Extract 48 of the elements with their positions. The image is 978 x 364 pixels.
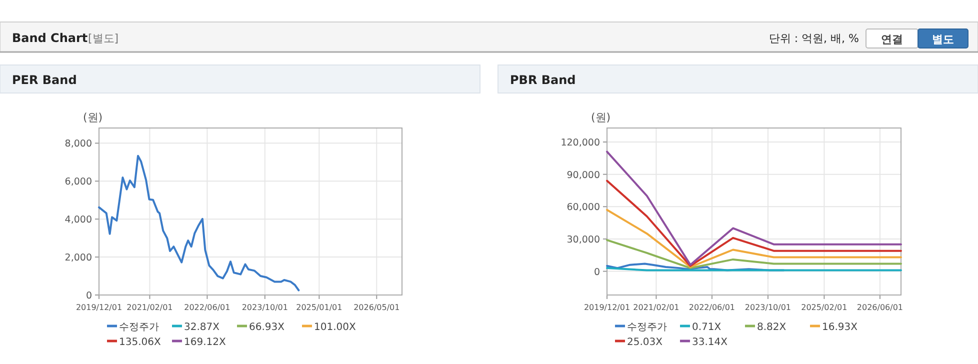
text: 연결 — [881, 33, 903, 46]
legend-label: 16.93X — [822, 322, 858, 333]
line-series — [606, 208, 902, 268]
y-tick-label: 30,000 — [566, 234, 600, 246]
x-tick-label: 2021/02/01 — [126, 303, 173, 312]
legend-label: 66.93X — [249, 322, 285, 333]
y-tick-label: 0 — [594, 266, 600, 278]
line-series — [98, 154, 300, 292]
line-series — [606, 150, 902, 266]
x-tick-label: 2023/10/01 — [242, 303, 288, 312]
y-tick-label: 60,000 — [566, 202, 600, 214]
text: Band Chart — [12, 31, 88, 45]
x-tick-label: 2022/06/01 — [688, 303, 736, 312]
y-tick-label: 120,000 — [560, 138, 600, 149]
x-tick-label: 2019/12/01 — [76, 303, 122, 312]
line-series — [606, 180, 902, 267]
legend-label: 32.87X — [184, 322, 220, 333]
x-tick-label: 2026/06/01 — [856, 303, 904, 312]
legend-label: 169.12X — [184, 337, 226, 348]
legend-label: 수정주가 — [119, 322, 159, 333]
y-tick-label: 0 — [86, 290, 92, 302]
legend-label: 33.14X — [692, 337, 728, 348]
legend-label: 8.82X — [757, 322, 786, 333]
y-tick-label: 4,000 — [64, 214, 92, 226]
legend-label: 0.71X — [692, 322, 722, 333]
line-series — [606, 239, 902, 270]
text: 단위 : 억원, 배, % — [768, 32, 859, 45]
legend-label: 101.00X — [314, 322, 356, 333]
y-axis-title: (원) — [591, 111, 611, 124]
x-tick-label: 2025/01/01 — [296, 303, 342, 312]
legend-label: 수정주가 — [627, 322, 667, 333]
y-tick-label: 8,000 — [64, 138, 92, 150]
legend-label: 135.06X — [119, 337, 161, 348]
x-tick-label: 2023/10/01 — [744, 303, 792, 312]
legend-label: 25.03X — [627, 337, 663, 348]
x-tick-label: 2025/02/01 — [801, 303, 848, 312]
chart-title: PER Band — [12, 73, 77, 87]
y-tick-label: 90,000 — [566, 170, 600, 181]
y-axis-title: (원) — [83, 111, 103, 124]
x-tick-label: 2021/02/01 — [633, 303, 680, 312]
text: 별도 — [932, 33, 954, 46]
y-tick-label: 2,000 — [64, 252, 92, 264]
chart-title: PBR Band — [510, 73, 576, 87]
x-tick-label: 2026/05/01 — [354, 303, 400, 312]
text: [별도] — [88, 32, 119, 45]
x-tick-label: 2022/06/01 — [184, 303, 230, 312]
y-tick-label: 6,000 — [64, 176, 92, 188]
x-tick-label: 2019/12/01 — [584, 303, 630, 312]
